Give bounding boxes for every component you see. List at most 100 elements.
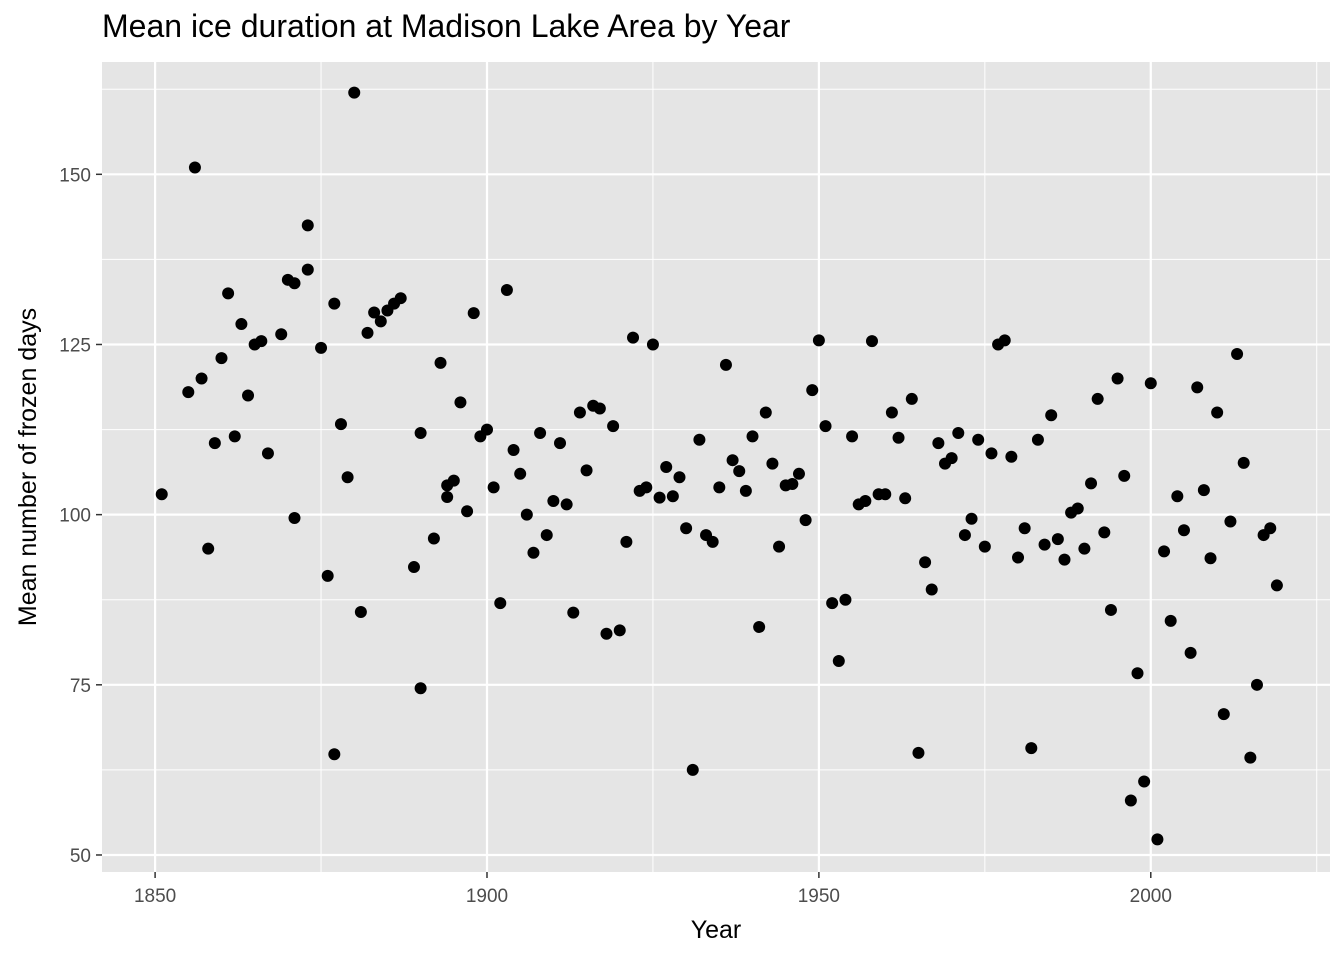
data-point xyxy=(182,386,195,399)
data-point xyxy=(554,437,567,450)
data-point xyxy=(507,443,520,456)
data-point xyxy=(560,498,573,511)
data-point xyxy=(799,514,812,527)
data-point xyxy=(1131,667,1144,680)
data-point xyxy=(414,426,427,439)
data-point xyxy=(885,406,898,419)
data-point xyxy=(859,495,872,508)
data-point xyxy=(1144,377,1157,390)
data-point xyxy=(640,481,653,494)
data-point xyxy=(1244,751,1257,764)
data-point xyxy=(155,488,168,501)
data-point xyxy=(1237,456,1250,469)
data-point xyxy=(315,341,328,354)
data-point xyxy=(646,338,659,351)
data-point xyxy=(832,654,845,667)
data-point xyxy=(766,457,779,470)
data-point xyxy=(354,605,367,618)
data-points xyxy=(155,86,1283,846)
data-point xyxy=(1158,545,1171,558)
data-point xyxy=(812,334,825,347)
data-point xyxy=(301,263,314,276)
data-point xyxy=(892,431,905,444)
y-tick-label: 50 xyxy=(70,846,91,867)
y-tick-label: 100 xyxy=(59,506,91,527)
data-point xyxy=(434,356,447,369)
data-point xyxy=(680,522,693,535)
data-point xyxy=(1045,409,1058,422)
data-point xyxy=(321,569,334,582)
data-point xyxy=(1005,450,1018,463)
y-axis: 50 75 100 125 150 xyxy=(59,165,102,867)
x-tick-label: 1850 xyxy=(134,886,176,907)
data-point xyxy=(288,277,301,290)
data-point xyxy=(965,512,978,525)
data-point xyxy=(1197,484,1210,497)
x-tick-label: 1900 xyxy=(466,886,508,907)
data-point xyxy=(607,420,620,433)
data-point xyxy=(673,471,686,484)
data-point xyxy=(1085,477,1098,490)
data-point xyxy=(361,326,374,339)
data-point xyxy=(527,546,540,559)
data-point xyxy=(1058,553,1071,566)
data-point xyxy=(547,495,560,508)
x-axis-title: Year xyxy=(691,916,742,944)
data-point xyxy=(222,287,235,300)
data-point xyxy=(660,461,673,473)
data-point xyxy=(1217,708,1230,721)
data-point xyxy=(792,467,805,480)
data-point xyxy=(620,535,633,548)
data-point xyxy=(958,529,971,542)
data-point xyxy=(653,491,666,504)
data-point xyxy=(978,540,991,553)
y-tick-label: 75 xyxy=(70,676,91,697)
data-point xyxy=(202,542,215,555)
data-point xyxy=(1270,579,1283,592)
data-point xyxy=(819,420,832,433)
data-point xyxy=(1164,614,1177,627)
data-point xyxy=(693,433,706,446)
x-tick-label: 1950 xyxy=(798,886,840,907)
data-point xyxy=(208,437,221,450)
data-point xyxy=(1151,833,1164,846)
data-point xyxy=(1204,552,1217,565)
data-point xyxy=(739,484,752,497)
data-point xyxy=(826,597,839,610)
data-point xyxy=(447,474,460,487)
data-point xyxy=(879,488,892,501)
data-point xyxy=(905,392,918,405)
data-point xyxy=(1098,526,1111,539)
data-point xyxy=(580,464,593,477)
data-point xyxy=(255,335,268,348)
data-point xyxy=(341,471,354,484)
data-point xyxy=(899,492,912,505)
data-point xyxy=(1078,542,1091,555)
data-point xyxy=(394,292,407,305)
data-point xyxy=(441,490,454,503)
x-tick-label: 2000 xyxy=(1130,886,1172,907)
data-point xyxy=(1012,551,1025,564)
data-point xyxy=(600,627,613,640)
data-point xyxy=(228,430,241,443)
data-point xyxy=(1038,538,1051,551)
data-point xyxy=(1191,381,1204,394)
data-point xyxy=(261,447,274,460)
data-point xyxy=(1264,522,1277,535)
data-point xyxy=(195,372,208,385)
major-gridlines xyxy=(102,62,1330,872)
data-point xyxy=(1051,533,1064,546)
x-axis: 1850 1900 1950 2000 xyxy=(134,872,1172,907)
data-point xyxy=(998,334,1011,347)
data-point xyxy=(786,478,799,491)
data-point xyxy=(919,556,932,569)
data-point xyxy=(985,447,998,460)
data-point xyxy=(753,620,766,633)
y-tick-label: 125 xyxy=(59,335,91,356)
data-point xyxy=(1184,646,1197,659)
data-point xyxy=(1025,742,1038,755)
data-point xyxy=(726,454,739,467)
data-point xyxy=(1111,372,1124,385)
data-point xyxy=(713,481,726,494)
